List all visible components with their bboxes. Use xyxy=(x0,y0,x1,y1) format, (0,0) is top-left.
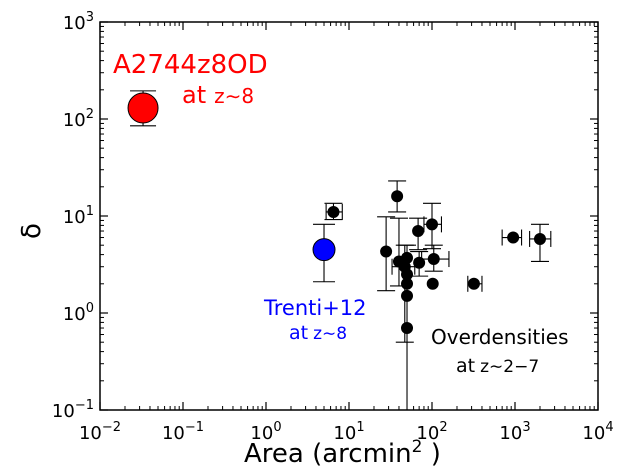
data-point xyxy=(401,251,414,264)
data-point xyxy=(507,231,520,244)
data-point xyxy=(401,289,414,302)
y-axis-label: δ xyxy=(17,223,47,239)
x-tick-label: 10−2 xyxy=(79,420,121,444)
data-point xyxy=(380,245,393,258)
blue-series-sublabel: at z∼8 xyxy=(289,322,347,344)
y-tick-label: 103 xyxy=(63,10,94,34)
x-axis-label: Area (arcmin2 ) xyxy=(244,437,441,469)
data-point xyxy=(412,225,425,238)
data-point xyxy=(467,277,480,290)
x-tick-label: 103 xyxy=(499,420,530,444)
plot-area xyxy=(127,90,552,410)
data-point xyxy=(413,256,426,269)
data-point xyxy=(401,277,414,290)
red-series-label: A2744z8OD xyxy=(113,50,268,80)
y-tick-label: 102 xyxy=(63,107,94,131)
y-tick-label: 10−1 xyxy=(52,398,94,422)
x-tick-label: 104 xyxy=(582,420,613,444)
x-tick-label: 101 xyxy=(333,420,364,444)
x-tick-label: 102 xyxy=(416,420,447,444)
data-point xyxy=(312,238,336,262)
data-point xyxy=(533,232,546,245)
data-point xyxy=(427,253,440,266)
x-tick-label: 100 xyxy=(250,420,281,444)
red-series-sublabel: at z∼8 xyxy=(182,81,254,109)
black-series-sublabel: at z∼2−7 xyxy=(456,355,539,377)
data-point xyxy=(391,190,404,203)
data-point xyxy=(401,322,414,335)
y-tick-label: 100 xyxy=(63,301,94,325)
data-point xyxy=(426,218,438,231)
data-point xyxy=(327,205,340,218)
black-series-label: Overdensities xyxy=(431,325,569,349)
data-point xyxy=(426,277,439,290)
y-tick-label: 101 xyxy=(63,204,94,228)
data-layer xyxy=(127,90,552,410)
blue-series-label: Trenti+12 xyxy=(263,296,367,320)
x-tick-label: 10−1 xyxy=(162,420,204,444)
data-point xyxy=(127,92,159,124)
